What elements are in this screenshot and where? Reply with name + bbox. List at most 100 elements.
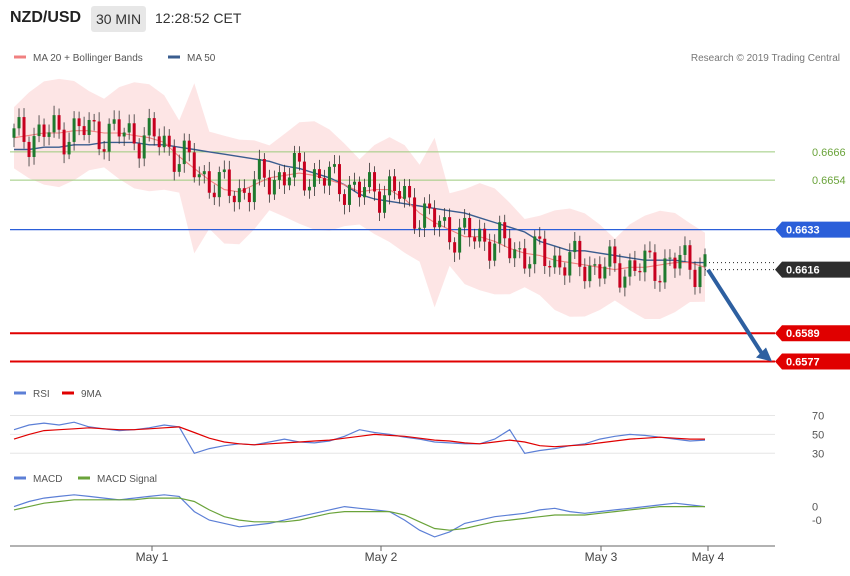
candle-body [593, 264, 597, 266]
symbol-label: NZD/USD [10, 9, 82, 26]
candle-body [52, 115, 56, 133]
candle-body [548, 266, 552, 268]
candle-body [227, 169, 231, 196]
x-tick-label: May 3 [585, 550, 618, 564]
legend-ma20-label: MA 20 + Bollinger Bands [33, 53, 143, 64]
candle-body [77, 118, 81, 127]
level-tag [775, 353, 850, 370]
forecast-arrow [706, 268, 766, 358]
candle-body [673, 257, 677, 269]
candle-body [257, 159, 261, 180]
candle-body [187, 140, 191, 153]
candle-body [628, 260, 632, 277]
candle-body [162, 135, 166, 148]
candle-body [688, 245, 692, 270]
level-label: 0.6633 [786, 225, 820, 237]
candle-body [67, 141, 71, 155]
candle-body [523, 248, 527, 269]
candle-body [543, 238, 547, 267]
legend-ma50-label: MA 50 [187, 53, 216, 64]
rsi-tick-label: 70 [812, 411, 824, 423]
legend-9ma-label: 9MA [81, 389, 102, 400]
candle-body [703, 254, 707, 267]
candle-body [272, 179, 276, 195]
candle-body [347, 184, 351, 205]
candle-body [322, 178, 326, 186]
candle-body [27, 141, 31, 157]
macd-line [13, 494, 706, 538]
candle-body [413, 197, 417, 229]
candle-body [518, 248, 522, 250]
candle-body [643, 250, 647, 273]
candle-body [147, 118, 151, 136]
candle-body [292, 153, 296, 178]
candle-body [678, 254, 682, 269]
x-tick-label: May 1 [136, 550, 169, 564]
candle-body [423, 203, 427, 228]
rsi-ma-line [13, 426, 705, 448]
candle-body [368, 172, 372, 188]
level-label: 0.6666 [812, 147, 846, 159]
candle-body [212, 192, 216, 198]
candle-body [237, 188, 241, 203]
candle-body [132, 123, 136, 144]
candle-body [483, 228, 487, 242]
candle-body [267, 177, 271, 195]
candle-body [37, 124, 41, 137]
candle-body [32, 136, 36, 157]
candle-body [388, 176, 392, 196]
candle-body [22, 117, 26, 142]
level-label: 0.6616 [786, 265, 820, 277]
candle-body [478, 228, 482, 242]
x-tick-label: May 2 [365, 550, 398, 564]
candle-body [142, 135, 146, 159]
candle-body [403, 185, 407, 199]
candle-body [62, 129, 66, 155]
level-label: 0.6589 [786, 328, 820, 340]
candle-body [458, 227, 462, 253]
candle-body [82, 126, 86, 135]
candle-body [342, 194, 346, 205]
candle-body [262, 159, 266, 178]
candle-body [698, 266, 702, 288]
candle-body [72, 118, 76, 142]
candle-body [498, 222, 502, 244]
candle-body [102, 149, 106, 152]
candle-body [513, 249, 517, 259]
candle-body [87, 119, 91, 135]
rsi-line [13, 421, 706, 455]
macd-tick-label: -0 [812, 515, 822, 527]
rsi-tick-label: 50 [812, 429, 824, 441]
candle-body [332, 164, 336, 167]
candle-body [668, 257, 672, 259]
candle-body [242, 188, 246, 193]
candle-body [112, 119, 116, 124]
candle-body [428, 203, 432, 209]
candle-body [363, 187, 367, 198]
candle-body [97, 121, 101, 150]
candle-body [92, 119, 96, 122]
candle-body [538, 236, 542, 239]
candle-body [493, 243, 497, 261]
timeframe-button[interactable]: 30 MIN [91, 6, 146, 32]
chart-header: NZD/USD 30 MIN 12:28:52 CET [0, 0, 850, 38]
candle-body [167, 135, 171, 147]
candle-body [463, 217, 467, 228]
level-tag [775, 221, 850, 238]
candle-body [172, 146, 176, 172]
macd-signal-line [13, 497, 705, 531]
candle-body [207, 171, 211, 193]
candle-body [608, 246, 612, 267]
level-tag [775, 261, 850, 278]
candle-body [312, 169, 316, 187]
candle-body [508, 238, 512, 259]
candle-body [418, 227, 422, 229]
x-tick-label: May 4 [692, 550, 725, 564]
candle-body [683, 245, 687, 255]
candle-body [252, 179, 256, 203]
candle-body [578, 240, 582, 267]
legend-signal-label: MACD Signal [97, 474, 157, 485]
level-label: 0.6577 [786, 357, 820, 369]
candle-body [358, 181, 361, 198]
